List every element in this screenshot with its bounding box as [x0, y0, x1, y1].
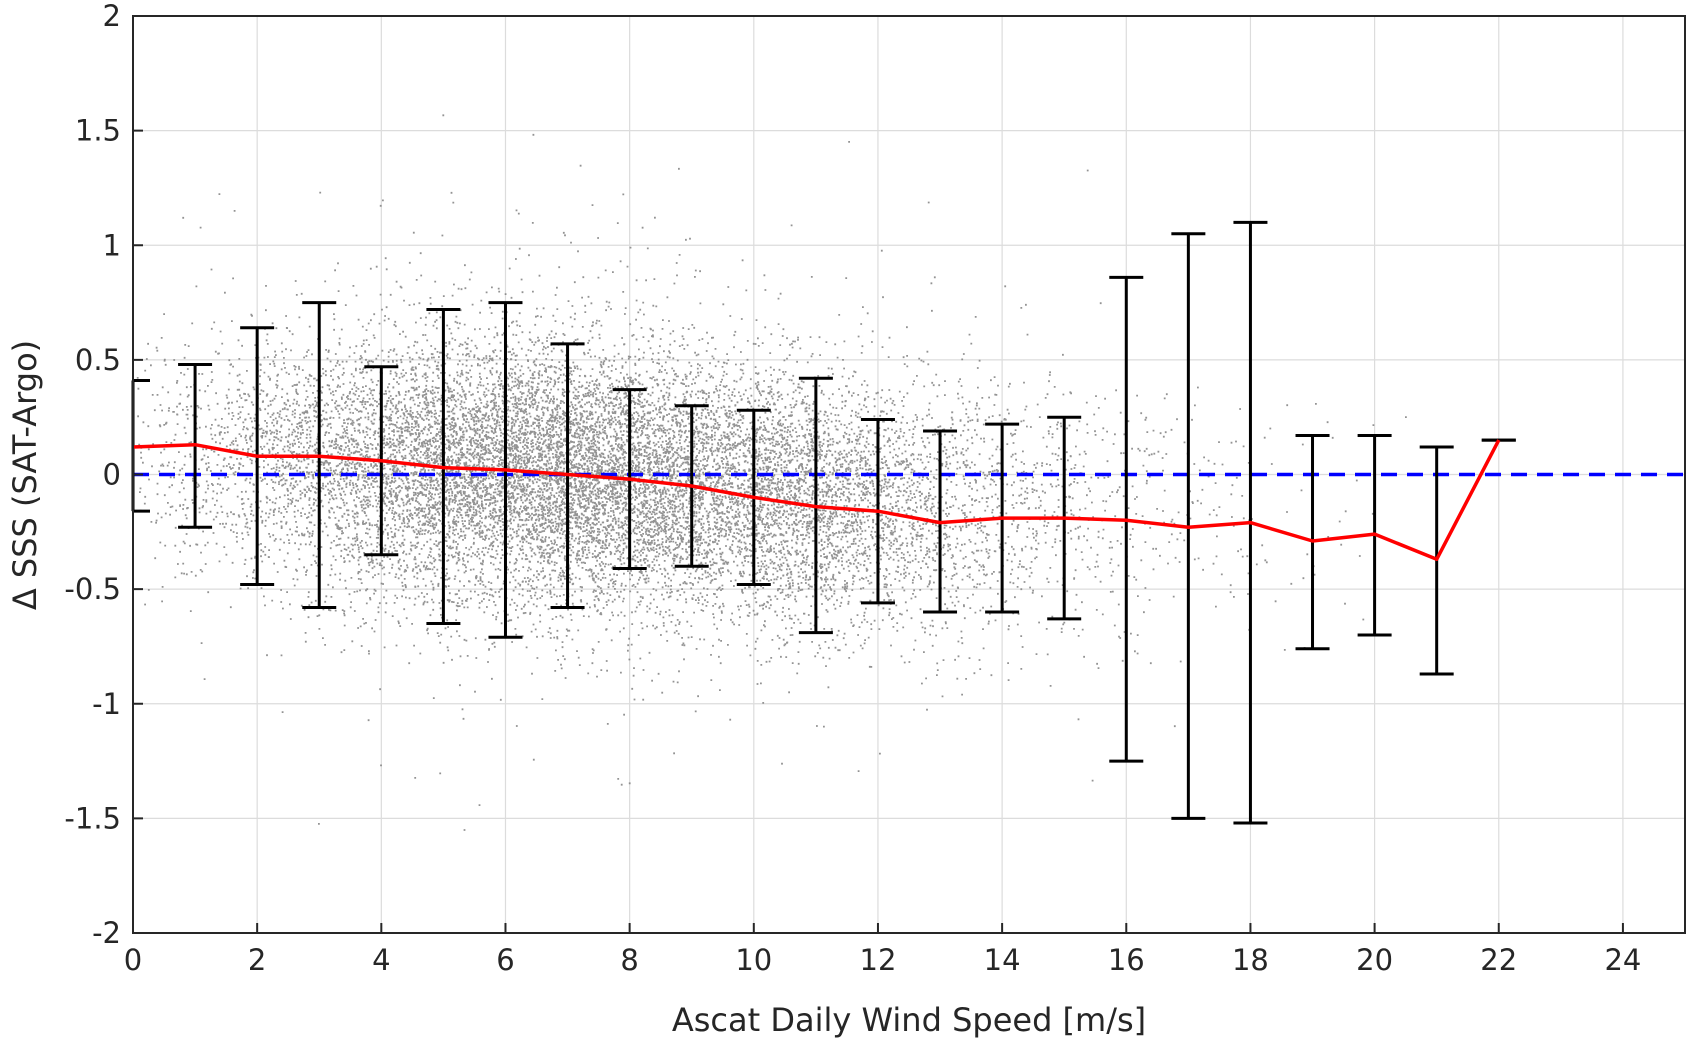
scatter-cloud [136, 114, 1407, 831]
x-tick-label: 14 [984, 943, 1021, 977]
x-tick-label: 2 [248, 943, 266, 977]
y-tick-label: -1.5 [64, 801, 121, 835]
y-tick-label: 1.5 [75, 114, 121, 148]
x-tick-label: 24 [1604, 943, 1641, 977]
x-tick-label: 18 [1232, 943, 1269, 977]
y-tick-label: 1 [103, 228, 121, 262]
x-axis-label: Ascat Daily Wind Speed [m/s] [672, 1001, 1146, 1039]
y-axis-ticks: 2 1.5 1 0.5 0 -0.5 -1 -1.5 -2 [64, 0, 143, 950]
x-tick-label: 16 [1108, 943, 1145, 977]
y-axis-label: Δ SSS (SAT-Argo) [6, 340, 44, 610]
y-tick-label: 0 [103, 458, 121, 492]
x-tick-label: 0 [124, 943, 142, 977]
x-tick-label: 22 [1480, 943, 1517, 977]
y-tick-label: 0.5 [75, 343, 121, 377]
x-tick-label: 12 [860, 943, 897, 977]
mean-line [132, 439, 1501, 562]
x-tick-label: 8 [620, 943, 638, 977]
x-axis-ticks: 0 2 4 6 8 10 12 14 16 18 20 22 24 [124, 923, 1641, 977]
y-tick-label: -2 [92, 916, 121, 950]
y-tick-label: 2 [103, 0, 121, 33]
x-tick-label: 4 [372, 943, 390, 977]
scatter-points [136, 114, 1407, 831]
x-tick-label: 10 [735, 943, 772, 977]
x-tick-label: 6 [496, 943, 514, 977]
y-tick-label: -1 [92, 687, 121, 721]
x-tick-label: 20 [1356, 943, 1393, 977]
mean-line-group [132, 439, 1501, 562]
y-tick-label: -0.5 [64, 572, 121, 606]
